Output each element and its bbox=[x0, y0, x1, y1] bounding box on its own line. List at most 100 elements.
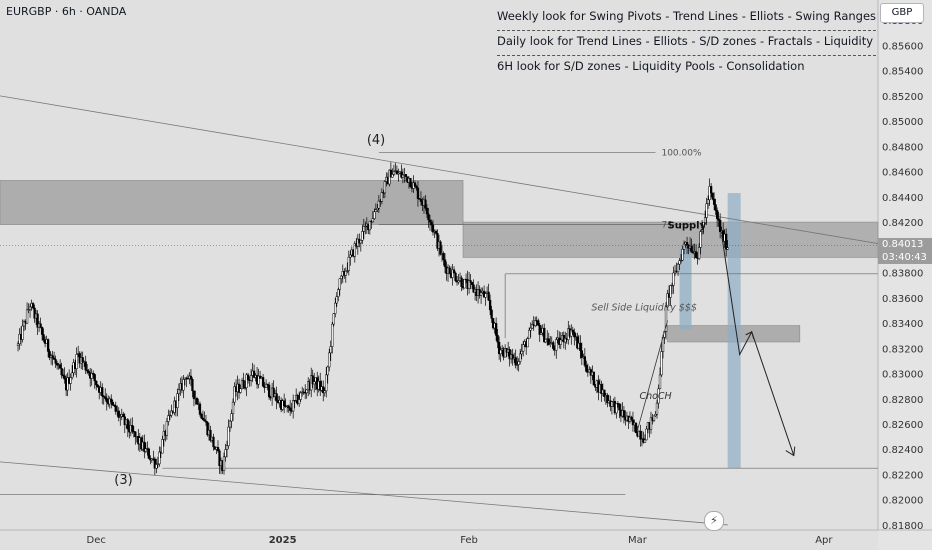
candle bbox=[233, 386, 236, 403]
candle bbox=[289, 407, 292, 411]
candle bbox=[571, 329, 574, 333]
candle bbox=[709, 186, 713, 194]
candle bbox=[176, 393, 179, 409]
candle bbox=[457, 280, 460, 283]
choch-line bbox=[637, 320, 668, 431]
candle bbox=[606, 395, 609, 404]
candle bbox=[242, 380, 245, 388]
candle bbox=[282, 400, 286, 407]
candle bbox=[346, 270, 349, 272]
projection-mid-arrow bbox=[745, 331, 755, 340]
y-tick-label: 0.83400 bbox=[882, 319, 923, 330]
candle bbox=[293, 400, 296, 402]
candle bbox=[631, 419, 635, 426]
candle bbox=[703, 217, 707, 223]
candle bbox=[715, 210, 719, 219]
candle bbox=[218, 450, 221, 467]
candle bbox=[697, 247, 701, 259]
candle bbox=[287, 405, 290, 408]
candle bbox=[212, 436, 215, 448]
candle bbox=[666, 293, 669, 308]
candle bbox=[470, 282, 474, 285]
candle bbox=[494, 323, 498, 336]
candle bbox=[204, 420, 208, 423]
candle bbox=[203, 419, 206, 422]
candle bbox=[529, 327, 532, 331]
candle bbox=[252, 370, 256, 378]
candle bbox=[61, 374, 65, 377]
candle bbox=[520, 350, 523, 355]
candle bbox=[69, 377, 72, 384]
candle bbox=[669, 285, 672, 298]
candle bbox=[36, 313, 39, 328]
candle bbox=[143, 441, 146, 452]
candle bbox=[209, 429, 212, 441]
candle bbox=[31, 303, 35, 309]
candle bbox=[153, 458, 157, 469]
candle bbox=[431, 224, 435, 233]
candle bbox=[472, 284, 475, 293]
candle bbox=[610, 401, 614, 407]
candle bbox=[484, 293, 487, 298]
candle bbox=[167, 415, 170, 422]
candle bbox=[427, 213, 430, 221]
currency-button[interactable]: GBP bbox=[880, 3, 924, 23]
supply-label: Supply bbox=[668, 221, 707, 232]
candle bbox=[361, 231, 364, 241]
candle bbox=[362, 226, 365, 232]
bar-countdown: 03:40:43 bbox=[882, 251, 927, 263]
y-tick-label: 0.82400 bbox=[882, 445, 923, 456]
candle bbox=[275, 393, 278, 402]
zone-0 bbox=[0, 180, 464, 225]
candle bbox=[389, 169, 393, 178]
y-tick-label: 0.85000 bbox=[882, 117, 923, 128]
candle bbox=[544, 339, 547, 343]
candle bbox=[585, 365, 588, 372]
candle bbox=[325, 374, 328, 392]
candle bbox=[21, 325, 24, 340]
candle bbox=[105, 398, 108, 403]
candle bbox=[51, 355, 54, 359]
projection-bar-small bbox=[679, 247, 692, 330]
y-tick-label: 0.83800 bbox=[882, 269, 923, 280]
candle bbox=[353, 243, 356, 257]
candle bbox=[712, 198, 716, 205]
candle bbox=[443, 259, 447, 268]
candle bbox=[392, 171, 396, 175]
candle bbox=[95, 380, 98, 386]
candle bbox=[451, 269, 454, 278]
candle bbox=[299, 392, 302, 400]
candle bbox=[87, 370, 90, 373]
zone-1 bbox=[462, 221, 879, 258]
candle bbox=[564, 338, 567, 343]
candle bbox=[119, 416, 122, 418]
wave4-label: (4) bbox=[367, 133, 385, 148]
y-tick-label: 0.81800 bbox=[882, 521, 923, 532]
y-tick-label: 0.84400 bbox=[882, 193, 923, 204]
y-tick-label: 0.83600 bbox=[882, 294, 923, 305]
candle bbox=[615, 403, 618, 414]
candle bbox=[436, 233, 439, 249]
candle bbox=[66, 377, 69, 391]
candle bbox=[576, 336, 579, 349]
candle bbox=[434, 230, 438, 234]
candle bbox=[409, 178, 412, 188]
candle bbox=[467, 280, 471, 289]
candle bbox=[528, 329, 531, 339]
candle bbox=[634, 422, 638, 433]
candle bbox=[547, 338, 550, 345]
candle bbox=[292, 400, 295, 412]
candle bbox=[28, 306, 32, 310]
candle bbox=[479, 292, 483, 296]
candle bbox=[168, 414, 172, 417]
candle bbox=[332, 313, 335, 325]
candle bbox=[555, 339, 558, 351]
candle bbox=[428, 219, 432, 223]
candle bbox=[726, 247, 729, 250]
candle bbox=[519, 353, 522, 362]
candle bbox=[182, 379, 185, 391]
candle bbox=[126, 419, 129, 430]
lightning-icon[interactable]: ⚡ bbox=[704, 511, 724, 531]
